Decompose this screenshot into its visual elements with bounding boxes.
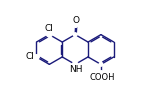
Ellipse shape <box>46 32 52 37</box>
Ellipse shape <box>72 62 78 67</box>
Text: Cl: Cl <box>45 24 54 33</box>
Ellipse shape <box>99 63 103 66</box>
Ellipse shape <box>34 55 39 59</box>
Ellipse shape <box>74 24 77 27</box>
Text: COOH: COOH <box>89 73 115 82</box>
Text: NH: NH <box>69 65 83 74</box>
Ellipse shape <box>98 71 104 75</box>
Text: Cl: Cl <box>25 52 34 61</box>
Text: O: O <box>72 16 79 25</box>
Ellipse shape <box>73 33 77 36</box>
